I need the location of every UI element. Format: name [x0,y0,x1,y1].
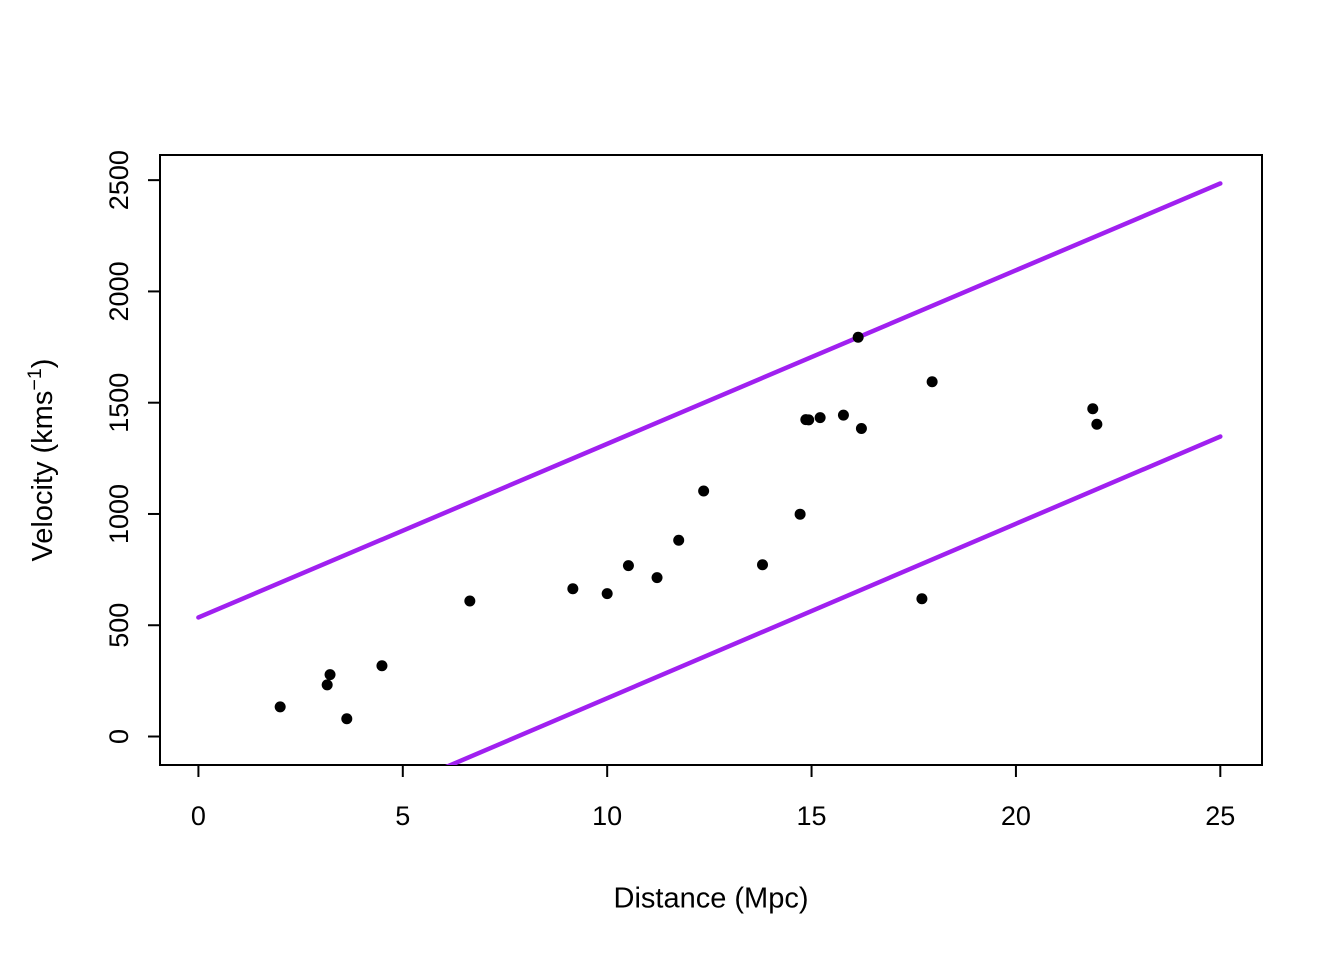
y-tick-label: 1500 [104,373,134,433]
y-tick-label: 0 [104,729,134,744]
data-point [1091,418,1103,430]
x-tick-label: 20 [1001,801,1031,831]
data-point [1087,403,1099,415]
y-tick-label: 500 [104,603,134,648]
data-point [321,679,333,691]
y-tick-label: 1000 [104,484,134,544]
data-point [324,669,336,681]
x-axis-label: Distance (Mpc) [613,882,809,915]
data-point [855,423,867,435]
data-point [567,583,579,595]
data-point [794,508,806,520]
upper-band-line [196,181,1223,620]
data-point [673,534,685,546]
data-point [926,376,938,388]
y-axis-label: Velocity (kms−1) [24,359,60,562]
x-tick-label: 5 [395,801,410,831]
y-axis-label-close: ) [26,358,59,369]
data-point [601,588,613,600]
data-point [622,560,634,572]
lower-band-line [445,434,1223,765]
data-point [803,414,815,426]
x-tick-label: 15 [797,801,827,831]
band-lines-group [196,181,1223,765]
data-point [837,409,849,421]
data-point [916,593,928,605]
y-tick-label: 2000 [104,261,134,321]
x-tick-label: 0 [191,801,206,831]
y-axis-label-superscript: −1 [24,368,47,391]
data-point [651,572,663,584]
plot-box [159,154,1263,766]
x-tick-label: 25 [1205,801,1235,831]
data-point [814,412,826,424]
data-point [341,713,353,725]
data-point [852,331,864,343]
x-tick-label: 10 [592,801,622,831]
data-point [376,660,388,672]
data-point [464,595,476,607]
data-point [274,701,286,713]
data-point [757,559,769,571]
data-point [698,485,710,497]
y-tick-label: 2500 [104,150,134,210]
y-axis-label-text: Velocity (kms [26,390,59,562]
